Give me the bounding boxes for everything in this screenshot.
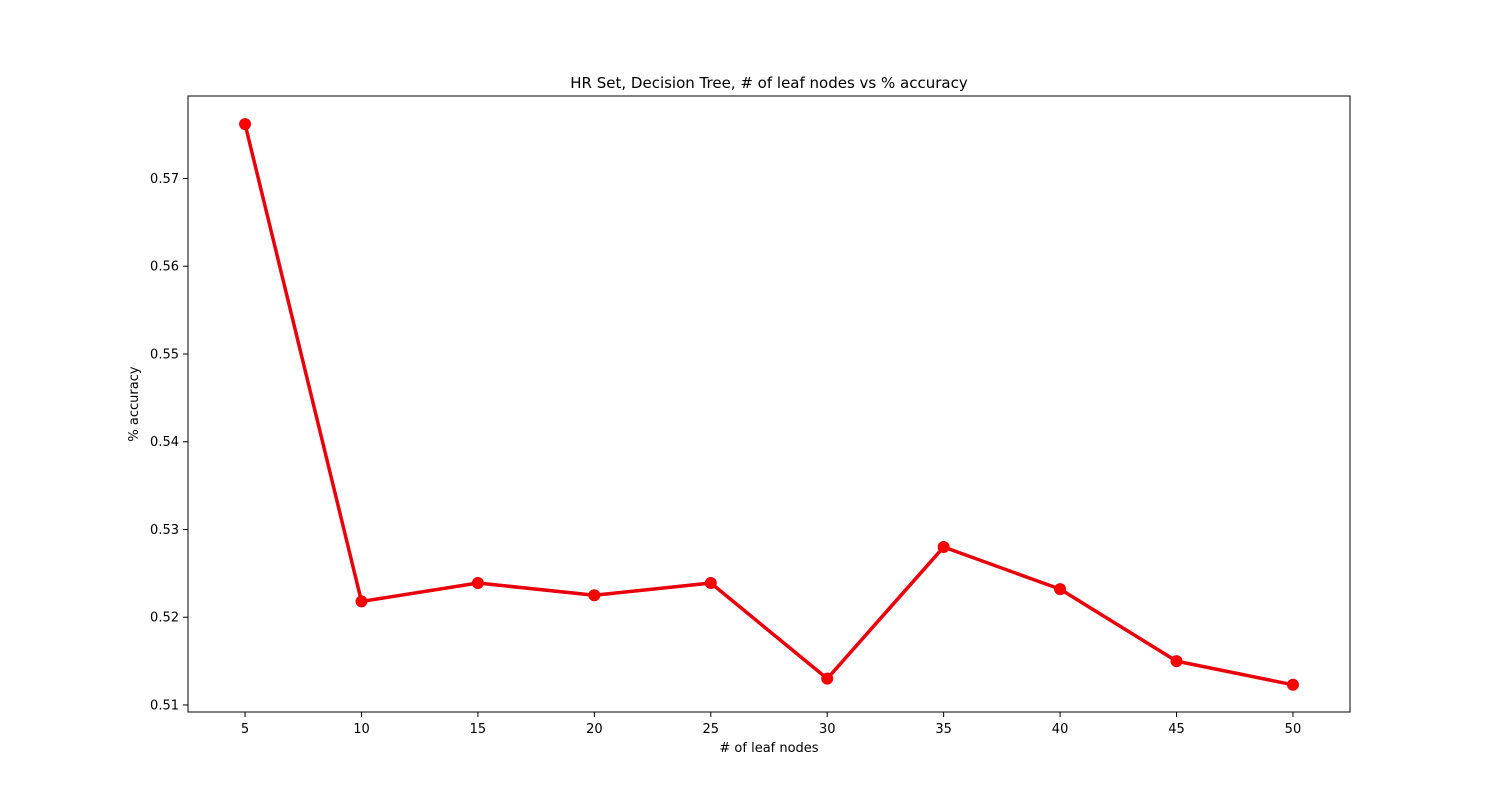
data-point [239,118,252,131]
y-tick-label: 0.56 [150,260,179,275]
x-tick-label: 15 [470,722,487,737]
plot-area-frame [187,95,1351,713]
y-tick-label: 0.54 [150,435,179,450]
x-tick-label: 40 [1052,722,1069,737]
x-tick-label: 20 [586,722,603,737]
data-point [588,589,601,602]
chart-title: HR Set, Decision Tree, # of leaf nodes v… [570,74,968,92]
x-tick-label: 25 [703,722,720,737]
y-tick-label: 0.53 [150,523,179,538]
data-point [355,595,368,608]
y-tick-label: 0.57 [150,172,179,187]
x-tick-label: 35 [935,722,952,737]
series-line [243,122,1295,687]
y-tick-label: 0.51 [150,698,179,713]
x-axis: 5 10 15 20 25 30 35 40 45 50 [241,712,1301,737]
y-tick-label: 0.55 [150,347,179,362]
y-tick-label: 0.52 [150,611,179,626]
x-tick-label: 50 [1285,722,1302,737]
data-point [704,577,717,590]
x-tick-label: 5 [241,722,249,737]
data-point [1170,655,1183,668]
y-axis-label: % accuracy [127,366,142,441]
data-point [821,672,834,685]
data-point [1286,678,1299,691]
x-tick-label: 10 [353,722,370,737]
data-point [937,541,950,554]
x-tick-label: 45 [1168,722,1185,737]
series-layer [239,118,1299,691]
x-tick-label: 30 [819,722,836,737]
y-axis: 0.51 0.52 0.53 0.54 0.55 0.56 0.57 [150,172,188,713]
x-axis-label: # of leaf nodes [719,741,818,756]
data-point [471,577,484,590]
data-point [1054,583,1067,596]
